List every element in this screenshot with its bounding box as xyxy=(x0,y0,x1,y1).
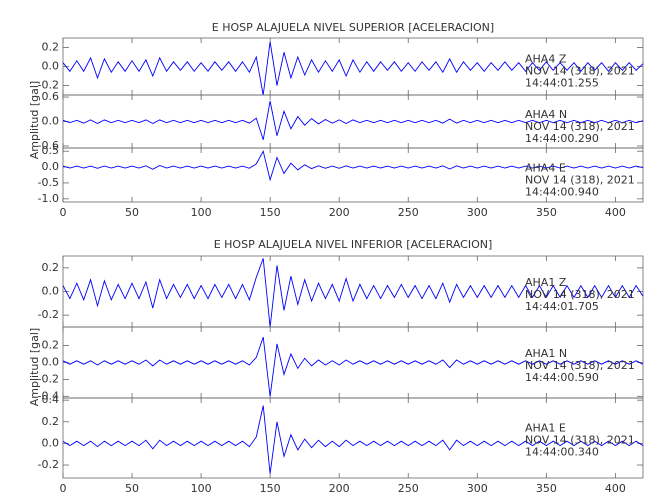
y-tick-label: 0.0 xyxy=(42,356,60,369)
waveform xyxy=(62,405,644,474)
y-tick-label: 0.2 xyxy=(42,41,60,54)
y-tick-label: 0.0 xyxy=(42,285,60,298)
x-tick-label: 250 xyxy=(398,206,419,219)
waveform xyxy=(62,149,644,182)
x-tick-label: 400 xyxy=(605,206,626,219)
x-tick-label: 300 xyxy=(467,482,488,495)
trace-label: NOV 14 (318), 2021 xyxy=(525,288,635,301)
x-tick-label: 150 xyxy=(260,206,281,219)
y-tick-label: 0.0 xyxy=(42,160,60,173)
trace-label: AHA4 E xyxy=(525,162,566,175)
x-tick-label: 350 xyxy=(536,482,557,495)
x-tick-label: 0 xyxy=(60,206,67,219)
x-tick-label: 200 xyxy=(329,206,350,219)
y-tick-label: 0.0 xyxy=(42,60,60,73)
waveform xyxy=(62,41,644,96)
trace-label: 14:44:00.340 xyxy=(525,445,599,458)
y-tick-label: -1.0 xyxy=(38,192,59,205)
y-tick-label: -0.2 xyxy=(38,308,59,321)
trace-label: AHA4 N xyxy=(525,108,567,121)
y-tick-label: 0.2 xyxy=(42,261,60,274)
y-tick-label: -0.2 xyxy=(38,79,59,92)
x-tick-label: 150 xyxy=(260,482,281,495)
x-tick-label: 100 xyxy=(191,206,212,219)
trace-label: 14:44:00.940 xyxy=(525,186,599,199)
trace-label: NOV 14 (318), 2021 xyxy=(525,120,635,133)
waveform xyxy=(62,336,644,397)
trace-label: AHA1 E xyxy=(525,421,566,434)
y-tick-label: 0.4 xyxy=(42,393,60,406)
trace-label: NOV 14 (318), 2021 xyxy=(525,433,635,446)
trace-label: AHA1 Z xyxy=(525,276,567,289)
panel-frame xyxy=(62,147,644,203)
trace-label: NOV 14 (318), 2021 xyxy=(525,65,635,78)
trace-label: 14:44:01.705 xyxy=(525,300,599,313)
x-tick-label: 400 xyxy=(605,482,626,495)
y-tick-label: 0.0 xyxy=(42,436,60,449)
panel-frame xyxy=(62,397,644,479)
y-tick-label: -0.2 xyxy=(38,372,59,385)
y-axis-label: Amplitud [gal] xyxy=(28,81,41,159)
x-tick-label: 350 xyxy=(536,206,557,219)
trace-label: NOV 14 (318), 2021 xyxy=(525,174,635,187)
trace-label: AHA4 Z xyxy=(525,53,567,66)
y-tick-label: -0.5 xyxy=(38,176,59,189)
x-tick-label: 50 xyxy=(125,482,139,495)
y-tick-label: -0.6 xyxy=(38,139,59,152)
x-tick-label: 100 xyxy=(191,482,212,495)
trace-label: AHA1 N xyxy=(525,347,567,360)
x-tick-label: 300 xyxy=(467,206,488,219)
trace-label: NOV 14 (318), 2021 xyxy=(525,359,635,372)
y-tick-label: 0.5 xyxy=(42,144,60,157)
trace-label: 14:44:00.590 xyxy=(525,371,599,384)
trace-label: 14:44:00.290 xyxy=(525,132,599,145)
waveform xyxy=(62,258,644,328)
x-tick-label: 0 xyxy=(60,482,67,495)
y-tick-label: 0.2 xyxy=(42,339,60,352)
waveform xyxy=(62,101,644,140)
figure-title: E HOSP ALAJUELA NIVEL INFERIOR [ACELERAC… xyxy=(214,238,493,251)
y-tick-label: 0.2 xyxy=(42,415,60,428)
y-tick-label: 0.0 xyxy=(42,115,60,128)
y-tick-label: 0.6 xyxy=(42,90,60,103)
y-tick-label: -0.2 xyxy=(38,458,59,471)
x-tick-label: 250 xyxy=(398,482,419,495)
x-tick-label: 200 xyxy=(329,482,350,495)
trace-label: 14:44:01.255 xyxy=(525,77,599,90)
y-axis-label: Amplitud [gal] xyxy=(28,328,41,406)
x-tick-label: 50 xyxy=(125,206,139,219)
figure-title: E HOSP ALAJUELA NIVEL SUPERIOR [ACELERAC… xyxy=(212,21,494,34)
y-tick-label: -0.4 xyxy=(38,389,59,402)
